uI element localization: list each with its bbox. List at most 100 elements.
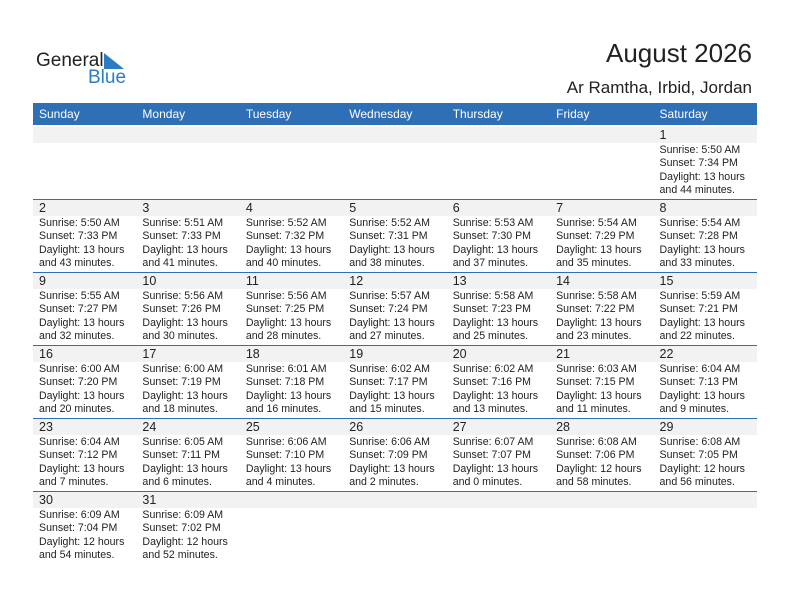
day-cell: 12 Sunrise: 5:57 AM Sunset: 7:24 PM Dayligh… <box>343 273 447 345</box>
weekday-thursday: Thursday <box>452 107 503 121</box>
day-cell: 6 Sunrise: 5:53 AM Sunset: 7:30 PM Daylight… <box>446 200 551 272</box>
day-cell: 16 Sunrise: 6:00 AM Sunset: 7:20 PM Dayligh… <box>33 346 137 418</box>
daylight-minutes-text: and 7 minutes. <box>39 476 109 489</box>
sunrise-text: Sunrise: 5:59 AM <box>659 290 741 302</box>
day-cell: 22 Sunrise: 6:04 AM Sunset: 7:13 PM Dayligh… <box>653 346 757 418</box>
daylight-minutes-text: and 15 minutes. <box>349 403 425 416</box>
daylight-text: Daylight: 13 hours <box>556 243 642 256</box>
daylight-text: Daylight: 13 hours <box>39 243 125 256</box>
day-number <box>446 127 551 143</box>
daylight-text: Daylight: 13 hours <box>39 462 125 475</box>
day-number <box>239 492 344 508</box>
day-number: 9 <box>33 273 137 289</box>
daylight-text: Daylight: 13 hours <box>39 316 125 329</box>
daylight-minutes-text: and 13 minutes. <box>452 403 529 416</box>
day-cell: 30 Sunrise: 6:09 AM Sunset: 7:04 PM Dayligh… <box>33 492 137 564</box>
daylight-minutes-text: and 4 minutes. <box>245 476 316 489</box>
sunrise-text: Sunrise: 6:07 AM <box>452 436 534 448</box>
sunset-text: Sunset: 7:30 PM <box>452 230 532 243</box>
day-number <box>550 127 654 143</box>
sunset-text: Sunset: 7:05 PM <box>659 449 738 462</box>
week-row: 30 Sunrise: 6:09 AM Sunset: 7:04 PM Dayligh… <box>33 491 757 564</box>
day-cell: 1 Sunrise: 5:50 AM Sunset: 7:34 PM Daylight… <box>653 127 757 199</box>
daylight-minutes-text: and 43 minutes. <box>39 257 115 270</box>
daylight-text: Daylight: 12 hours <box>556 462 642 475</box>
daylight-text: Daylight: 12 hours <box>142 535 228 548</box>
sunset-text: Sunset: 7:12 PM <box>39 449 118 462</box>
sunrise-text: Sunrise: 5:51 AM <box>142 217 224 229</box>
daylight-minutes-text: and 2 minutes. <box>349 476 419 489</box>
day-number: 21 <box>550 346 654 362</box>
day-cell: 28 Sunrise: 6:08 AM Sunset: 7:06 PM Dayligh… <box>550 419 654 491</box>
daylight-text: Daylight: 13 hours <box>245 389 332 402</box>
daylight-text: Daylight: 12 hours <box>659 462 745 475</box>
daylight-minutes-text: and 28 minutes. <box>245 330 322 343</box>
sunset-text: Sunset: 7:23 PM <box>452 303 532 316</box>
day-cell: 26 Sunrise: 6:06 AM Sunset: 7:09 PM Dayligh… <box>343 419 447 491</box>
daylight-minutes-text: and 35 minutes. <box>556 257 632 270</box>
weekday-header: Sunday Monday Tuesday Wednesday Thursday Frid… <box>33 103 757 125</box>
sunrise-text: Sunrise: 5:58 AM <box>556 290 637 302</box>
sunset-text: Sunset: 7:10 PM <box>245 449 325 462</box>
day-cell: 7 Sunrise: 5:54 AM Sunset: 7:29 PM Daylight… <box>550 200 654 272</box>
sunset-text: Sunset: 7:16 PM <box>452 376 532 389</box>
daylight-minutes-text: and 38 minutes. <box>349 257 425 270</box>
day-number: 12 <box>343 273 447 289</box>
sunset-text: Sunset: 7:33 PM <box>142 230 221 243</box>
daylight-text: Daylight: 13 hours <box>659 170 745 183</box>
daylight-text: Daylight: 13 hours <box>349 462 435 475</box>
location-subtitle: Ar Ramtha, Irbid, Jordan <box>566 78 752 97</box>
daylight-minutes-text: and 58 minutes. <box>556 476 632 489</box>
daylight-minutes-text: and 23 minutes. <box>556 330 632 343</box>
sunrise-text: Sunrise: 6:08 AM <box>556 436 637 448</box>
daylight-text: Daylight: 13 hours <box>142 316 228 329</box>
daylight-minutes-text: and 11 minutes. <box>556 403 631 416</box>
weekday-tuesday: Tuesday <box>245 107 292 121</box>
day-cell: 3 Sunrise: 5:51 AM Sunset: 7:33 PM Daylight… <box>136 200 240 272</box>
empty-cell <box>446 127 551 199</box>
sunrise-text: Sunrise: 5:52 AM <box>245 217 327 229</box>
calendar-grid: Sunday Monday Tuesday Wednesday Thursday Frid… <box>33 103 757 564</box>
sunset-text: Sunset: 7:22 PM <box>556 303 635 316</box>
sunset-text: Sunset: 7:06 PM <box>556 449 635 462</box>
day-number <box>33 127 137 143</box>
sunrise-text: Sunrise: 6:09 AM <box>142 509 224 521</box>
weekday-friday: Friday <box>556 107 590 121</box>
sunset-text: Sunset: 7:24 PM <box>349 303 428 316</box>
logo-text-general: General <box>36 50 104 71</box>
day-cell: 23 Sunrise: 6:04 AM Sunset: 7:12 PM Dayligh… <box>33 419 137 491</box>
day-cell: 8 Sunrise: 5:54 AM Sunset: 7:28 PM Daylight… <box>653 200 757 272</box>
sunrise-text: Sunrise: 6:03 AM <box>556 363 637 375</box>
daylight-minutes-text: and 20 minutes. <box>39 403 115 416</box>
sunrise-text: Sunrise: 6:00 AM <box>142 363 224 375</box>
daylight-minutes-text: and 52 minutes. <box>142 549 218 562</box>
daylight-text: Daylight: 13 hours <box>556 316 642 329</box>
day-number <box>343 492 447 508</box>
day-number: 25 <box>239 419 344 435</box>
day-number: 7 <box>550 200 654 216</box>
day-number <box>136 127 240 143</box>
sunset-text: Sunset: 7:31 PM <box>349 230 428 243</box>
day-number: 30 <box>33 492 137 508</box>
week-row: 9 Sunrise: 5:55 AM Sunset: 7:27 PM Daylight… <box>33 272 757 345</box>
day-cell: 20 Sunrise: 6:02 AM Sunset: 7:16 PM Dayligh… <box>446 346 551 418</box>
sunset-text: Sunset: 7:18 PM <box>245 376 325 389</box>
empty-cell <box>343 127 447 199</box>
sunrise-text: Sunrise: 5:56 AM <box>142 290 224 302</box>
daylight-text: Daylight: 13 hours <box>349 389 435 402</box>
daylight-text: Daylight: 13 hours <box>245 243 332 256</box>
week-row: 1 Sunrise: 5:50 AM Sunset: 7:34 PM Daylight… <box>33 125 757 199</box>
day-number: 24 <box>136 419 240 435</box>
daylight-text: Daylight: 13 hours <box>349 316 435 329</box>
sunrise-text: Sunrise: 6:06 AM <box>245 436 327 448</box>
daylight-minutes-text: and 37 minutes. <box>452 257 529 270</box>
day-cell: 25 Sunrise: 6:06 AM Sunset: 7:10 PM Dayligh… <box>239 419 344 491</box>
empty-cell <box>550 492 654 564</box>
daylight-minutes-text: and 25 minutes. <box>452 330 529 343</box>
day-cell: 24 Sunrise: 6:05 AM Sunset: 7:11 PM Dayligh… <box>136 419 240 491</box>
day-number: 1 <box>653 127 757 143</box>
day-cell: 4 Sunrise: 5:52 AM Sunset: 7:32 PM Daylight… <box>239 200 344 272</box>
day-number: 31 <box>136 492 240 508</box>
daylight-text: Daylight: 13 hours <box>659 316 745 329</box>
day-cell: 27 Sunrise: 6:07 AM Sunset: 7:07 PM Dayligh… <box>446 419 551 491</box>
